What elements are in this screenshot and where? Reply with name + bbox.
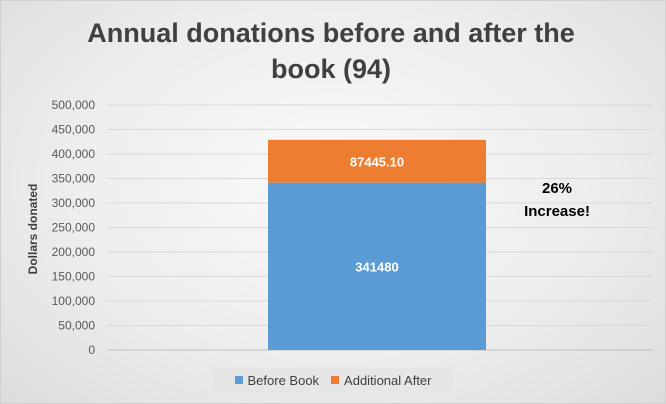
y-tick-label: 150,000 [52,270,96,284]
y-tick-label: 350,000 [52,172,96,186]
y-tick-label: 50,000 [58,319,95,333]
legend-swatch-after [331,376,340,384]
legend-label-before: Before Book [247,372,320,388]
data-label-before-book: 341480 [355,259,398,274]
y-axis-ticks: 0 50,000 100,000 150,000 200,000 250,000 300,0… [52,98,96,357]
bars [268,139,486,350]
data-labels: 341480 87445.10 [350,154,404,274]
y-axis-label: Dollars donated [26,184,40,275]
bar-segment-before-book [268,182,486,350]
y-tick-label: 200,000 [52,245,96,259]
legend-label-after: Additional After [344,372,432,388]
legend: Before Book Additional After [213,367,453,393]
y-tick-label: 0 [88,343,95,357]
legend-swatch-before [234,376,243,384]
y-tick-label: 400,000 [52,147,96,161]
bar-segment-additional-after [268,139,486,183]
y-tick-label: 500,000 [52,98,96,112]
y-tick-label: 100,000 [52,294,96,308]
data-label-additional-after: 87445.10 [350,154,404,169]
y-tick-label: 250,000 [52,221,96,235]
legend-item-before: Before Book [234,372,320,388]
chart-title: Annual donations before and after the bo… [87,18,575,84]
legend-item-after: Additional After [331,372,432,388]
y-tick-label: 300,000 [52,196,96,210]
y-tick-label: 450,000 [52,123,96,137]
increase-annotation: 26% Increase! [524,180,590,220]
